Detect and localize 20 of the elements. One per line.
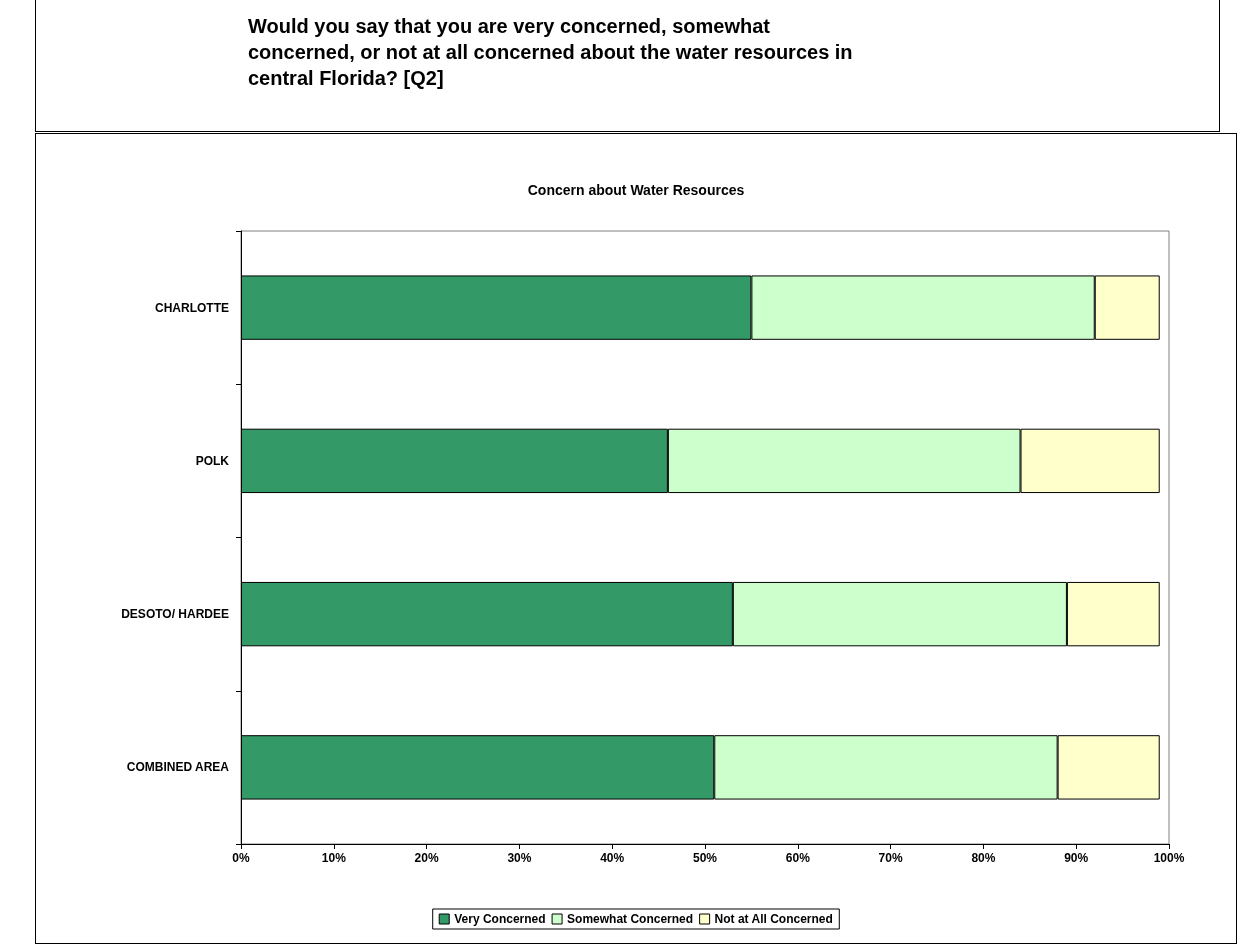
x-tick-label: 0% — [232, 851, 250, 865]
x-tick-label: 20% — [414, 851, 439, 865]
y-tick-label: DESOTO/ HARDEE — [121, 607, 229, 622]
legend-label: Very Concerned — [454, 912, 546, 926]
legend-label: Somewhat Concerned — [567, 912, 694, 926]
x-tick-label: 80% — [971, 851, 996, 865]
x-tick-label: 50% — [692, 851, 718, 865]
x-tick-label: 100% — [1153, 851, 1185, 865]
chart-title: Would you say that you are very concerned, somewhat concerned, or not at all concerned about the water resources in central Florida? [Q2] — [248, 14, 854, 91]
x-tick-label: 30% — [507, 851, 532, 865]
y-tick-label: CHARLOTTE — [155, 300, 229, 315]
y-tick-label: POLK — [195, 453, 230, 468]
x-tick-label: 60% — [785, 851, 811, 865]
x-tick-label: 10% — [321, 851, 347, 865]
legend-label: Not at All Concerned — [714, 912, 833, 926]
x-tick-label: 90% — [1064, 851, 1089, 865]
chart-subtitle: Concern about Water Resources — [527, 182, 745, 198]
x-tick-label: 40% — [600, 851, 625, 865]
y-tick-label: COMBINED AREA — [126, 760, 230, 775]
x-tick-label: 70% — [878, 851, 903, 865]
